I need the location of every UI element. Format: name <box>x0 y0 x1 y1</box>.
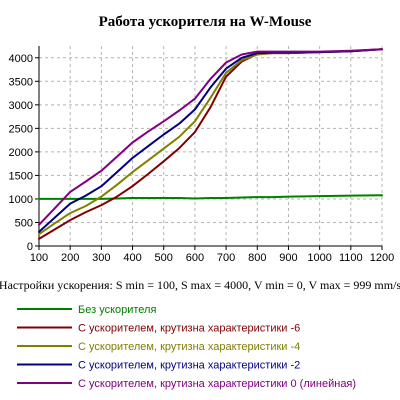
x-tick-label: 1200 <box>370 252 394 264</box>
plot-area: 100 200 300 400 500 600 700 800 900 1000 1100 1200 0… <box>9 46 394 264</box>
y-tick-label: 3500 <box>9 76 33 88</box>
x-tick-label: 800 <box>248 252 266 264</box>
legend-label: С ускорителем, крутизна характеристики -… <box>78 360 300 372</box>
series-line-0 <box>38 194 383 200</box>
y-tick-label: 4000 <box>9 53 33 65</box>
y-tick-label: 2000 <box>9 147 33 159</box>
y-tick-label: 1000 <box>9 194 33 206</box>
y-tick-label: 2500 <box>9 123 33 135</box>
legend-label: Без ускорителя <box>78 304 156 316</box>
x-tick-label: 100 <box>30 252 48 264</box>
x-tick-label: 300 <box>92 252 110 264</box>
x-tick-label: 400 <box>123 252 141 264</box>
x-tick-label: 900 <box>279 252 297 264</box>
chart-title: Работа ускорителя на W-Mouse <box>99 14 312 30</box>
x-tick-label: 600 <box>186 252 204 264</box>
x-tick-label: 200 <box>61 252 79 264</box>
legend-label: С ускорителем, крутизна характеристики -… <box>78 323 300 335</box>
legend-label: С ускорителем, крутизна характеристики -… <box>78 341 300 353</box>
plot-background <box>39 46 382 246</box>
x-tick-label: 1000 <box>307 252 331 264</box>
x-tick-label: 700 <box>217 252 235 264</box>
series-line-4 <box>38 48 383 226</box>
y-tick-label: 3000 <box>9 100 33 112</box>
x-tick-label: 1100 <box>339 252 363 264</box>
y-tick-label: 0 <box>27 241 33 253</box>
x-tick-label: 500 <box>155 252 173 264</box>
y-tick-label: 1500 <box>9 170 33 182</box>
legend-label: С ускорителем, крутизна характеристики 0… <box>78 378 356 390</box>
acceleration-settings: Настройки ускорения: S min = 100, S max … <box>0 278 400 292</box>
y-tick-label: 500 <box>15 217 33 229</box>
legend: Без ускорителя С ускорителем, крутизна ха… <box>17 304 356 390</box>
